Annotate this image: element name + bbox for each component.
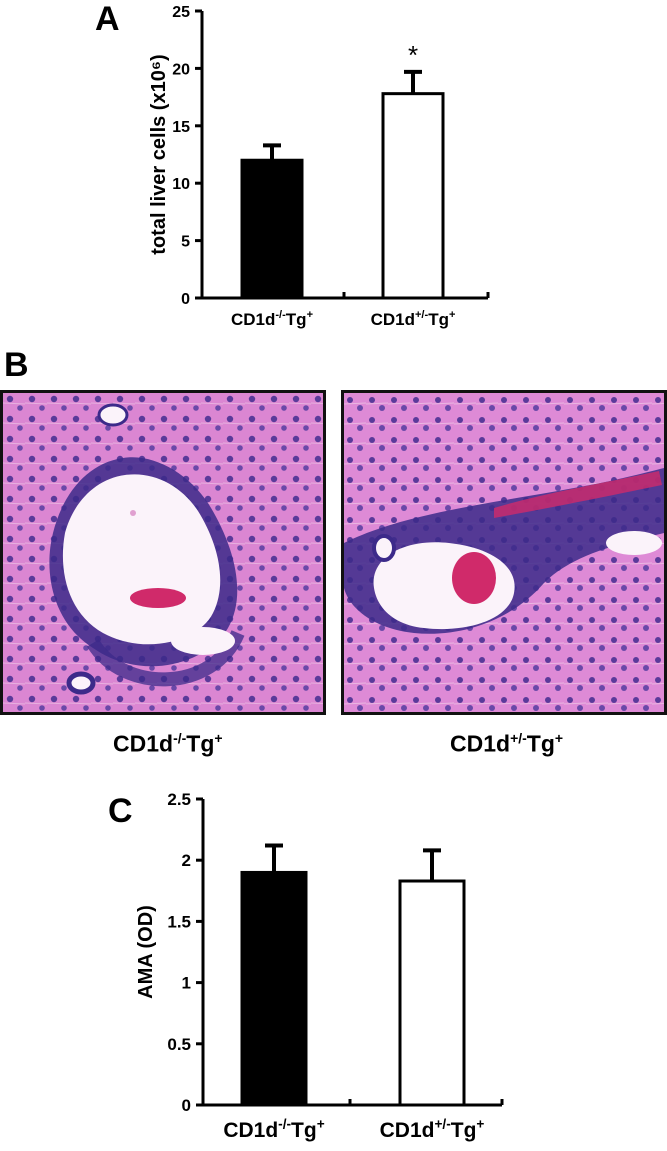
y-tick-label: 1.5: [167, 912, 191, 931]
panel-letter-c: C: [108, 792, 133, 830]
y-tick-label: 2: [182, 851, 191, 870]
bar-2: [398, 879, 466, 1107]
panel-letter-b: B: [4, 346, 29, 384]
y-tick-label: 2.5: [167, 790, 191, 809]
category-label: CD1d+/-Tg+: [371, 309, 456, 329]
category-label: CD1d+/-Tg+: [380, 1117, 485, 1142]
y-tick-label: 25: [172, 4, 190, 21]
chart-c-ama-od: 0 0.5 1 1.5 2 2.5 AMA (OD) CD1d-/-Tg+ CD1d+/-Tg+: [135, 790, 504, 1142]
histology-caption-right: CD1d+/-Tg+: [450, 730, 564, 757]
histology-left-svg: [3, 393, 323, 712]
y-tick-label: 0: [181, 291, 190, 308]
y-tick-label: 0: [182, 1096, 191, 1115]
y-tick-label: 5: [181, 234, 190, 251]
y-tick-label: 20: [172, 61, 190, 78]
bar-2: [381, 92, 445, 300]
bar-1: [240, 158, 304, 300]
y-tick-label: 0.5: [167, 1035, 191, 1054]
significance-annotation: *: [408, 40, 418, 70]
y-tick-label: 10: [172, 176, 190, 193]
histology-image-left: [0, 390, 326, 715]
panel-letter-a: A: [95, 0, 120, 38]
chart-a-total-liver-cells: 0 5 10 15 20 25 total liver cells (x10⁶) CD1d-/…: [148, 4, 490, 329]
histology-right-svg: [344, 393, 664, 712]
bar-1: [240, 870, 308, 1107]
y-tick-label: 1: [182, 974, 191, 993]
histology-image-right: [341, 390, 667, 715]
y-axis-label: AMA (OD): [135, 905, 157, 999]
category-label: CD1d-/-Tg+: [223, 1117, 324, 1142]
y-tick-label: 15: [172, 119, 190, 136]
category-label: CD1d-/-Tg+: [231, 309, 313, 329]
y-axis-label: total liver cells (x10⁶): [148, 54, 170, 254]
histology-caption-left: CD1d-/-Tg+: [113, 730, 223, 757]
